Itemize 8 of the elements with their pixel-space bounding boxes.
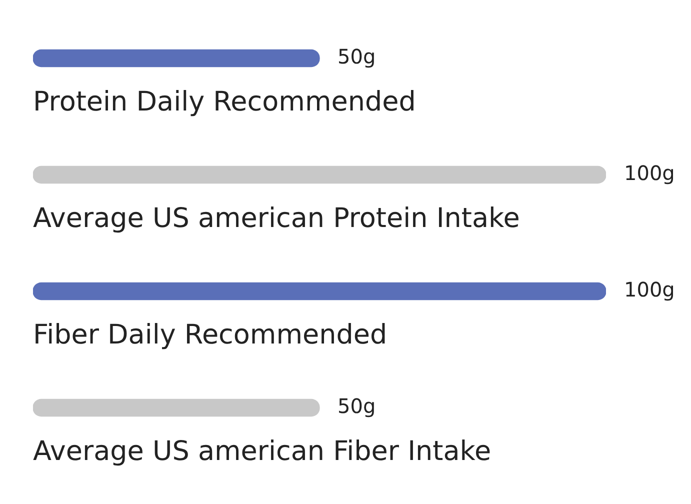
data-label: 50g	[338, 44, 376, 68]
data-label: 100g	[624, 160, 675, 185]
data-label: 50g	[338, 394, 376, 418]
y-tick-label: Average US american Fiber Intake	[33, 436, 492, 467]
y-tick-label: Fiber Daily Recommended	[33, 319, 388, 350]
data-label: 100g	[624, 277, 675, 302]
y-tick-label: Protein Daily Recommended	[33, 86, 416, 118]
y-tick-label: Average US american Protein Intake	[33, 202, 520, 234]
